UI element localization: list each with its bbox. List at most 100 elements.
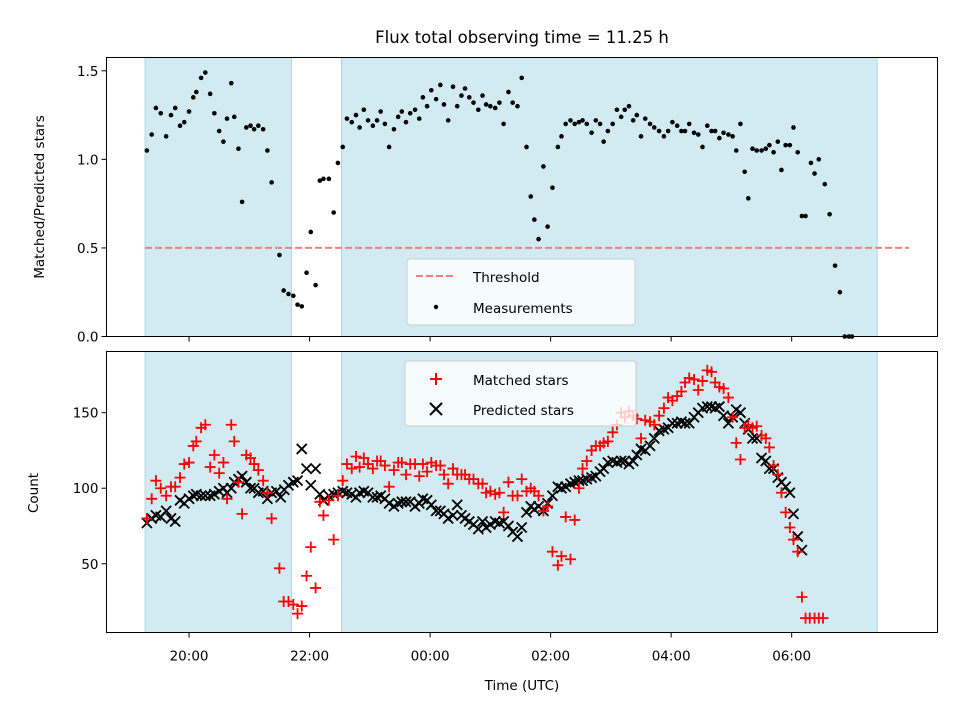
measurement-point bbox=[832, 263, 838, 268]
measurement-point bbox=[506, 89, 511, 95]
measurement-point bbox=[203, 70, 208, 75]
matched-point bbox=[178, 458, 190, 470]
measurement-point bbox=[177, 123, 183, 128]
predicted-point bbox=[520, 506, 533, 519]
measurement-point bbox=[634, 112, 640, 118]
predicted-point bbox=[451, 499, 463, 511]
matched-point bbox=[310, 582, 322, 594]
measurement-point bbox=[661, 134, 667, 139]
predicted-point bbox=[430, 505, 442, 517]
measurement-point bbox=[742, 169, 747, 175]
measurement-point bbox=[326, 176, 332, 182]
matched-point bbox=[683, 372, 695, 384]
measurement-point bbox=[779, 167, 784, 173]
predicted-point bbox=[713, 401, 725, 413]
measurement-point bbox=[686, 121, 692, 127]
matched-point bbox=[190, 435, 202, 447]
matched-point bbox=[639, 414, 651, 426]
predicted-point bbox=[199, 490, 211, 502]
measurement-point bbox=[251, 126, 257, 132]
measurement-point bbox=[674, 123, 680, 128]
matched-point bbox=[296, 600, 308, 612]
measurement-point bbox=[344, 116, 350, 121]
predicted-point bbox=[396, 496, 408, 508]
measurement-point bbox=[733, 148, 739, 153]
y-tick-label: 0.5 bbox=[77, 241, 98, 257]
measurement-point bbox=[256, 123, 261, 128]
measurement-point bbox=[610, 121, 615, 127]
predicted-point bbox=[169, 515, 181, 528]
predicted-point bbox=[511, 530, 524, 543]
predicted-point bbox=[631, 449, 643, 461]
matched-point bbox=[477, 478, 489, 490]
matched-point bbox=[434, 460, 446, 472]
measurement-point bbox=[335, 160, 341, 166]
matched-point bbox=[751, 420, 763, 432]
predicted-point bbox=[160, 505, 172, 517]
matched-point bbox=[257, 475, 269, 487]
x-tick-label: 20:00 bbox=[170, 649, 209, 665]
matched-point bbox=[217, 457, 229, 469]
predicted-point bbox=[717, 410, 730, 422]
x-tick-label: 04:00 bbox=[652, 649, 691, 665]
measurement-point bbox=[497, 100, 502, 105]
predicted-point bbox=[240, 476, 252, 488]
measurement-point bbox=[231, 114, 237, 120]
measurement-point bbox=[441, 102, 447, 107]
top-x-ticks bbox=[188, 336, 793, 342]
matched-point bbox=[555, 550, 567, 562]
measurement-point bbox=[186, 109, 192, 114]
measurement-point bbox=[700, 144, 705, 150]
measurement-point bbox=[545, 224, 550, 229]
measurement-point bbox=[771, 149, 776, 155]
measurement-point bbox=[568, 118, 573, 123]
matched-point bbox=[718, 383, 730, 395]
measurement-point bbox=[492, 105, 498, 111]
measurement-point bbox=[501, 121, 506, 127]
measurement-point bbox=[510, 100, 515, 105]
matched-point bbox=[498, 506, 510, 518]
measurement-point bbox=[299, 304, 305, 309]
legend-predicted-label: Predicted stars bbox=[473, 403, 574, 419]
top-legend-box bbox=[406, 258, 636, 326]
matched-point bbox=[502, 476, 514, 488]
y-tick-label: 0.0 bbox=[77, 330, 98, 346]
bottom-legend: Matched stars Predicted stars bbox=[404, 360, 637, 427]
measurement-point bbox=[224, 116, 230, 121]
predicted-point bbox=[648, 432, 660, 445]
x-tick-label: 22:00 bbox=[290, 649, 329, 665]
measurement-point bbox=[450, 84, 456, 90]
measurement-point bbox=[787, 142, 793, 148]
matched-point bbox=[292, 608, 304, 620]
matched-point bbox=[337, 475, 349, 487]
measurement-point bbox=[712, 128, 718, 134]
measurement-point bbox=[228, 80, 234, 86]
matched-point bbox=[493, 487, 505, 499]
y-tick-label: 150 bbox=[73, 406, 99, 422]
predicted-point bbox=[314, 488, 326, 500]
measurement-point bbox=[642, 116, 648, 121]
matched-point bbox=[199, 419, 211, 431]
measurement-point bbox=[480, 93, 485, 98]
y-tick-label: 1.5 bbox=[77, 64, 98, 80]
predicted-point bbox=[615, 455, 627, 467]
bottom-y-ticks: 50 100 150 bbox=[73, 406, 107, 573]
matched-point bbox=[780, 506, 792, 518]
measurement-point bbox=[248, 123, 253, 128]
measurement-point bbox=[340, 144, 346, 150]
measurement-point bbox=[618, 114, 624, 120]
matched-point bbox=[581, 455, 593, 467]
measurement-point bbox=[593, 118, 599, 123]
top-legend: Threshold Measurements bbox=[406, 258, 636, 326]
measurement-point bbox=[412, 107, 418, 113]
matched-point bbox=[248, 458, 260, 470]
matched-point bbox=[383, 481, 395, 493]
y-tick-label: 50 bbox=[81, 557, 98, 573]
matched-point bbox=[346, 463, 358, 475]
x-tick-label: 00:00 bbox=[411, 649, 450, 665]
bottom-legend-box bbox=[404, 360, 637, 427]
measurement-point bbox=[576, 119, 582, 125]
measurement-point bbox=[738, 121, 743, 127]
measurement-point bbox=[532, 217, 537, 222]
measurement-point bbox=[424, 103, 430, 109]
